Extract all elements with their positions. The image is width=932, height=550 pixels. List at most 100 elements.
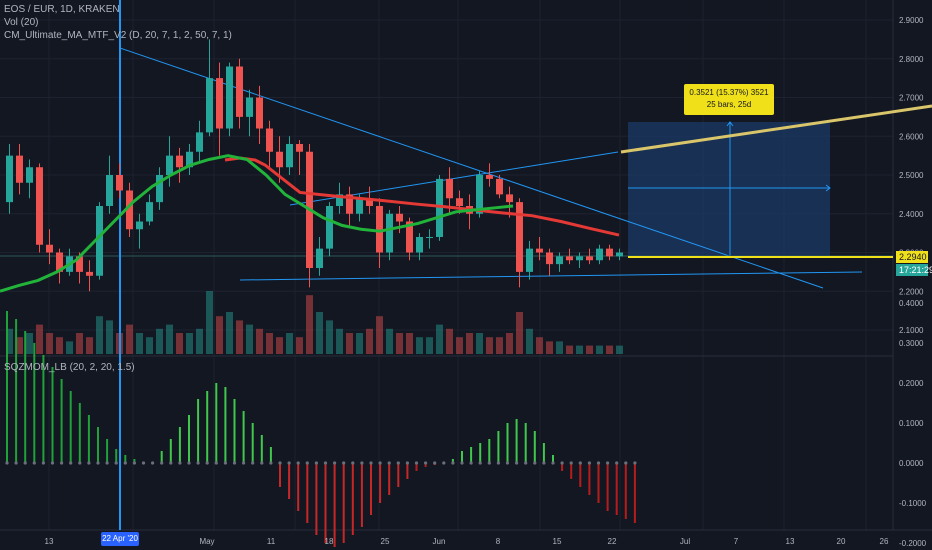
squeeze-dot <box>478 461 482 465</box>
squeeze-dot <box>596 461 601 465</box>
momentum-bar <box>388 463 391 495</box>
candle <box>116 175 123 191</box>
oscillator-label[interactable]: SQZMOM_LB (20, 2, 20, 1.5) <box>4 362 135 373</box>
candle <box>56 252 63 272</box>
time-axis-label: Jul <box>680 537 690 546</box>
volume-bar <box>616 345 623 354</box>
candle <box>96 206 103 276</box>
momentum-bar <box>588 463 591 495</box>
osc-axis-label: 0.1000 <box>899 419 924 428</box>
squeeze-dot <box>41 461 46 465</box>
squeeze-dot <box>151 461 155 465</box>
squeeze-dot <box>624 461 628 465</box>
time-axis-label: 13 <box>45 537 54 546</box>
candle <box>236 66 243 117</box>
candle <box>266 128 273 152</box>
volume-bar <box>6 328 13 354</box>
volume-bar <box>426 337 433 354</box>
squeeze-dot <box>287 461 291 465</box>
momentum-bar <box>87 415 90 463</box>
candle <box>316 248 323 268</box>
momentum-bar <box>288 463 291 499</box>
volume-bar <box>196 328 203 354</box>
candle <box>476 175 483 214</box>
measure-rect[interactable] <box>628 122 830 257</box>
squeeze-dot <box>196 461 200 465</box>
price-axis-label: 2.5000 <box>899 171 924 180</box>
momentum-bar <box>479 443 482 463</box>
volume-bar <box>466 333 473 354</box>
grid <box>0 0 932 531</box>
volume-bar <box>16 337 23 354</box>
candle <box>86 271 93 276</box>
squeeze-dot <box>87 461 91 465</box>
volume-bar <box>46 333 53 354</box>
squeeze-dot <box>496 461 500 465</box>
volume-bar <box>86 337 93 354</box>
momentum-bar <box>333 463 336 547</box>
candle <box>326 206 333 249</box>
momentum-bar <box>415 463 418 471</box>
squeeze-dot <box>433 461 437 465</box>
squeeze-dot <box>542 461 546 465</box>
momentum-bar <box>342 463 345 543</box>
drawings[interactable] <box>0 0 932 530</box>
candle <box>216 78 223 129</box>
symbol-title[interactable]: EOS / EUR, 1D, KRAKEN <box>4 4 120 15</box>
support-line[interactable] <box>239 271 863 281</box>
momentum-bar <box>351 463 354 535</box>
price-axis-label: 2.4000 <box>899 210 924 219</box>
squeeze-dot <box>205 461 209 465</box>
momentum-bar <box>197 399 200 463</box>
squeeze-dot <box>132 461 136 465</box>
momentum-bar <box>524 423 527 463</box>
momentum-bar <box>279 463 281 487</box>
candle <box>226 66 233 129</box>
momentum-bar <box>297 463 300 511</box>
momentum-bar <box>360 463 363 527</box>
momentum-bar <box>379 463 382 503</box>
volume-bar <box>36 324 43 354</box>
volume-bar <box>296 337 303 354</box>
squeeze-dot <box>560 461 564 465</box>
measure-box[interactable] <box>628 121 831 257</box>
momentum-bar <box>6 311 8 463</box>
measure-arrow-up <box>726 121 734 127</box>
squeeze-dot <box>141 461 146 465</box>
squeeze-dot <box>278 461 282 465</box>
volume-bar <box>486 337 493 354</box>
candle <box>366 198 373 206</box>
squeeze-dot <box>242 461 246 465</box>
squeeze-dot <box>78 461 82 465</box>
momentum-bar <box>533 431 536 463</box>
squeeze-dot <box>50 461 55 465</box>
ma-indicator-label[interactable]: CM_Ultimate_MA_MTF_V2 (D, 20, 7, 1, 2, 5… <box>4 30 232 41</box>
candle <box>526 248 533 272</box>
candle <box>166 155 173 175</box>
candle <box>156 175 163 203</box>
squeeze-dot <box>32 461 36 465</box>
momentum-bar <box>424 463 427 467</box>
yellow-trendline[interactable] <box>620 104 932 154</box>
squeeze-dot <box>369 461 373 465</box>
volume-indicator-label[interactable]: Vol (20) <box>4 17 39 28</box>
momentum-bar <box>251 423 254 463</box>
squeeze-dot <box>442 461 446 465</box>
volume-bar <box>186 333 193 354</box>
momentum-bar <box>315 463 318 535</box>
volume-bar <box>476 333 483 354</box>
candle <box>136 221 143 230</box>
volume-bar <box>246 324 253 354</box>
axes: 2.90002.80002.70002.60002.50002.40002.30… <box>45 16 927 548</box>
volume-bar <box>276 337 283 354</box>
volume-bar <box>386 328 393 354</box>
volume-bar <box>306 295 313 354</box>
measure-callout: 0.3521 (15.37%) 3521 25 bars, 25d <box>684 84 774 115</box>
squeeze-dot <box>269 461 273 465</box>
candle <box>126 190 133 230</box>
momentum-bar <box>106 439 109 463</box>
momentum-bar <box>406 463 409 479</box>
momentum-bar <box>597 463 600 503</box>
candle <box>346 194 353 214</box>
